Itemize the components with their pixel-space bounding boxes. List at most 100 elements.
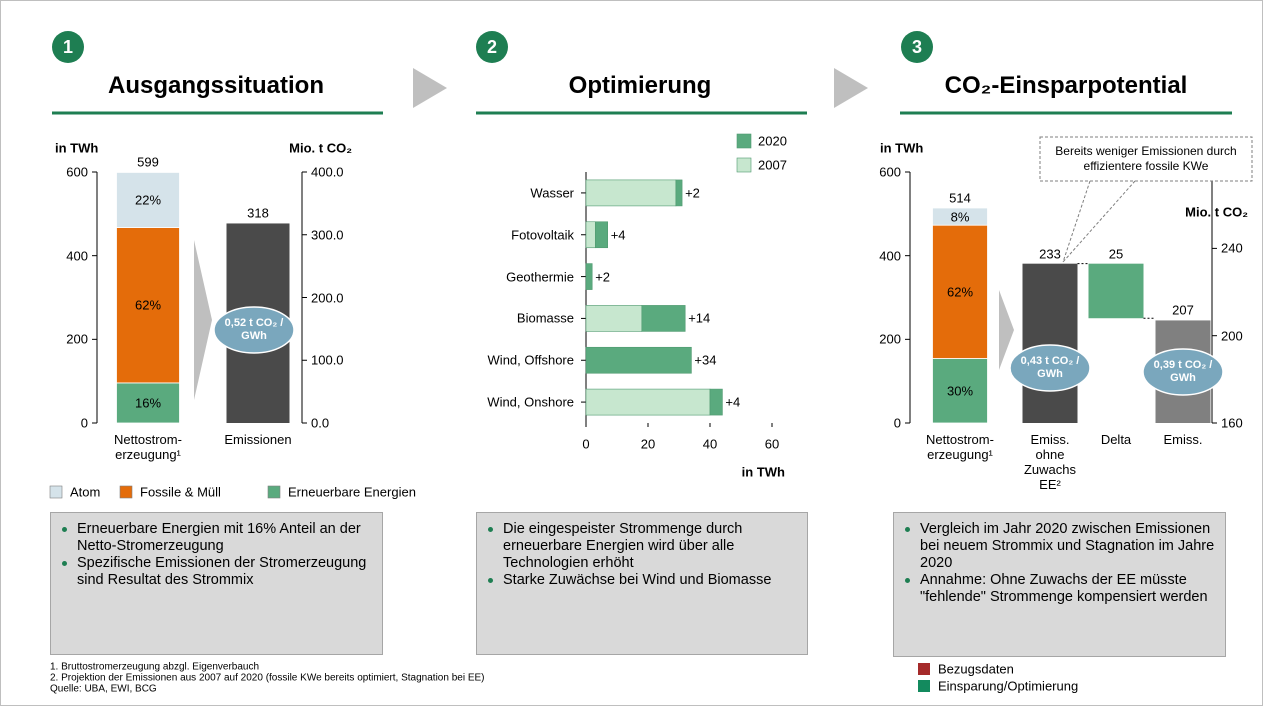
value-label: 207 <box>1172 302 1194 318</box>
segment-label: 62% <box>946 284 974 300</box>
y-tick-label: Geothermie <box>506 269 574 285</box>
bar-segment <box>116 382 180 424</box>
value-label: 25 <box>1108 246 1124 262</box>
y2-tick-label: 240 <box>1221 240 1243 256</box>
x-tick-label: Nettostrom-erzeugung¹ <box>926 432 994 462</box>
y2-tick-label: 100.0 <box>311 352 344 368</box>
x-tick-label: Emiss. <box>1163 432 1203 447</box>
y-tick-label: Biomasse <box>516 310 574 326</box>
value-label: 318 <box>247 205 269 221</box>
panel-title: Optimierung <box>568 72 712 99</box>
bar-segment <box>585 179 677 207</box>
value-label: +4 <box>610 227 626 243</box>
chevron <box>194 240 212 400</box>
x-tick-label: 40 <box>702 436 718 452</box>
total-label: 599 <box>137 154 159 170</box>
bullet: Annahme: Ohne Zuwachs der EE müsste "feh… <box>902 572 1215 606</box>
bullet-box: Erneuerbare Energien mit 16% Anteil an d… <box>50 512 383 655</box>
y-tick-label: 200 <box>66 331 88 347</box>
ratio-bubble <box>213 306 295 354</box>
y2-tick-label: 160 <box>1221 415 1243 431</box>
value-label: +14 <box>688 310 711 326</box>
note-label: Einsparung/Optimierung <box>938 678 1079 694</box>
footnote: Quelle: UBA, EWI, BCG <box>50 683 157 695</box>
y-tick-label: 600 <box>879 164 901 180</box>
y2-tick-label: 0.0 <box>311 415 330 431</box>
y2-tick-label: 400.0 <box>311 164 344 180</box>
bar-segment <box>709 388 723 416</box>
bar-segment <box>585 263 593 290</box>
legend-label: Fossile & Müll <box>140 484 221 500</box>
panel-title: Ausgangssituation <box>107 72 325 99</box>
segment-label: 30% <box>946 383 974 399</box>
panel-title: CO₂-Einsparpotential <box>944 72 1188 99</box>
legend-swatch <box>119 485 133 499</box>
total-label: 514 <box>949 190 971 206</box>
note-label: Bezugsdaten <box>938 661 1014 677</box>
bar-segment <box>585 388 711 416</box>
callout-line <box>1062 180 1091 263</box>
y-tick-label: Wasser <box>530 185 574 201</box>
value-label: +2 <box>595 269 611 285</box>
bullet-list: Erneuerbare Energien mit 16% Anteil an d… <box>59 521 372 589</box>
bar-segment <box>116 227 180 384</box>
bar-segment <box>932 207 988 226</box>
step-arrow <box>413 68 447 108</box>
bar <box>1088 263 1144 319</box>
step-number: 1 <box>62 37 74 57</box>
ratio-label: 0,39 t CO₂ / GWh <box>1153 359 1213 384</box>
ratio-label: 0,52 t CO₂ / GWh <box>224 317 284 342</box>
x-tick-label: Nettostrom-erzeugung¹ <box>114 432 182 462</box>
y-tick-label: 600 <box>66 164 88 180</box>
bullet: Spezifische Emissionen der Stromerzeugun… <box>59 555 372 589</box>
ratio-bubble <box>1142 348 1224 396</box>
legend-label: Atom <box>70 484 101 500</box>
value-label: 233 <box>1039 246 1061 262</box>
x-axis-label: in TWh <box>741 464 785 480</box>
y2-axis-label: Mio. t CO₂ <box>1185 204 1248 220</box>
note-swatch <box>918 680 930 692</box>
x-tick-label: 0 <box>582 436 590 452</box>
bullet-list: Die eingespeister Strommenge durch erneu… <box>485 521 797 589</box>
bar-segment <box>932 224 988 359</box>
bullet-box: Vergleich im Jahr 2020 zwischen Emission… <box>893 512 1226 657</box>
y2-tick-label: 300.0 <box>311 227 344 243</box>
segment-label: 16% <box>134 395 162 411</box>
callout-text: Bereits weniger Emissionen durch effizie… <box>1055 144 1237 173</box>
step-arrow <box>834 68 868 108</box>
y2-tick-label: 200 <box>1221 328 1243 344</box>
y2-axis-label: Mio. t CO₂ <box>289 140 352 156</box>
legend-swatch <box>49 485 63 499</box>
y-axis-label: in TWh <box>55 140 99 156</box>
bar-segment <box>675 179 683 207</box>
legend-swatch <box>736 157 752 173</box>
bullet: Die eingespeister Strommenge durch erneu… <box>485 521 797 572</box>
bar-segment <box>116 172 180 228</box>
bar-segment <box>585 346 692 374</box>
segment-label: 8% <box>950 209 970 225</box>
legend-label: Erneuerbare Energien <box>288 484 416 500</box>
y-tick-label: 0 <box>893 415 901 431</box>
y-tick-label: Fotovoltaik <box>511 227 574 243</box>
chevron <box>999 290 1014 370</box>
bullet: Erneuerbare Energien mit 16% Anteil an d… <box>59 521 372 555</box>
bar <box>1022 263 1078 423</box>
y-tick-label: Wind, Onshore <box>487 394 574 410</box>
step-badge <box>901 31 933 63</box>
legend-swatch <box>736 133 752 149</box>
footnote: 1. Bruttostromerzeugung abzgl. Eigenverb… <box>50 661 260 673</box>
x-tick-label: 60 <box>764 436 780 452</box>
bullet-list: Vergleich im Jahr 2020 zwischen Emission… <box>902 521 1215 606</box>
step-number: 2 <box>486 37 498 57</box>
bar-segment <box>932 358 988 424</box>
x-tick-label: Emiss. ohne Zuwachs EE² <box>1023 432 1077 492</box>
value-label: +4 <box>725 394 741 410</box>
bar-segment <box>641 305 686 332</box>
step-badge <box>476 31 508 63</box>
y-tick-label: 400 <box>879 248 901 264</box>
footnote: 2. Projektion der Emissionen aus 2007 au… <box>50 672 485 684</box>
x-tick-label: 20 <box>640 436 656 452</box>
bar-segment <box>585 305 643 332</box>
value-label: +34 <box>694 352 717 368</box>
